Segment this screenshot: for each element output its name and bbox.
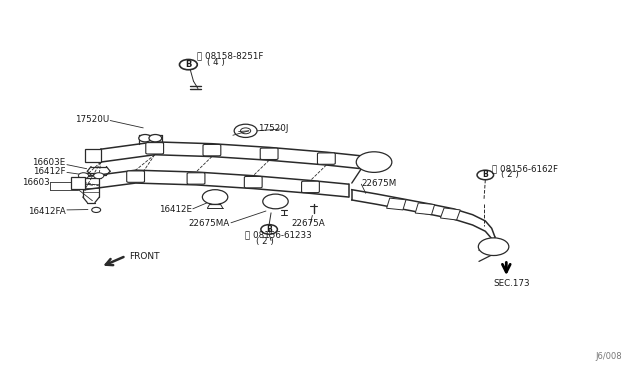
Circle shape [149, 135, 162, 142]
FancyBboxPatch shape [146, 142, 164, 154]
Text: SEC.173: SEC.173 [493, 279, 529, 288]
Circle shape [139, 135, 152, 142]
Circle shape [95, 174, 102, 178]
Text: 17520J: 17520J [259, 124, 289, 133]
Text: B: B [266, 225, 272, 234]
Text: 22675MA: 22675MA [188, 219, 230, 228]
Text: 16412E: 16412E [159, 205, 191, 214]
FancyBboxPatch shape [244, 176, 262, 188]
Bar [415, 203, 435, 215]
Text: Ⓑ 08156-61233: Ⓑ 08156-61233 [245, 230, 312, 239]
Text: FRONT: FRONT [129, 252, 160, 261]
Text: 17520U: 17520U [75, 115, 109, 124]
Circle shape [263, 194, 288, 209]
FancyBboxPatch shape [127, 171, 145, 182]
Text: ( 2 ): ( 2 ) [500, 170, 518, 179]
FancyBboxPatch shape [260, 148, 278, 160]
Text: J6/008: J6/008 [595, 352, 622, 361]
Text: ( 4 ): ( 4 ) [207, 58, 225, 67]
Text: 22675A: 22675A [291, 219, 325, 228]
Bar [440, 208, 460, 220]
Bar [84, 149, 100, 163]
Text: 16412F: 16412F [33, 167, 66, 176]
Text: 16603: 16603 [22, 178, 50, 187]
Circle shape [478, 238, 509, 256]
FancyBboxPatch shape [317, 153, 335, 164]
Circle shape [93, 173, 104, 179]
Bar [71, 177, 84, 189]
Text: Ⓑ 08158-8251F: Ⓑ 08158-8251F [197, 51, 264, 60]
Text: 16412FA: 16412FA [28, 206, 66, 215]
Text: 22675M: 22675M [362, 179, 397, 187]
FancyBboxPatch shape [203, 144, 221, 156]
Circle shape [356, 152, 392, 172]
Text: ( 2 ): ( 2 ) [256, 237, 274, 246]
Circle shape [78, 173, 88, 179]
Text: B: B [185, 60, 191, 69]
Bar [387, 198, 406, 210]
Text: B: B [483, 170, 488, 179]
Text: Ⓑ 08156-6162F: Ⓑ 08156-6162F [492, 164, 557, 173]
Circle shape [202, 190, 228, 204]
FancyBboxPatch shape [187, 173, 205, 184]
Text: 16603E: 16603E [33, 158, 66, 167]
FancyBboxPatch shape [301, 181, 319, 193]
